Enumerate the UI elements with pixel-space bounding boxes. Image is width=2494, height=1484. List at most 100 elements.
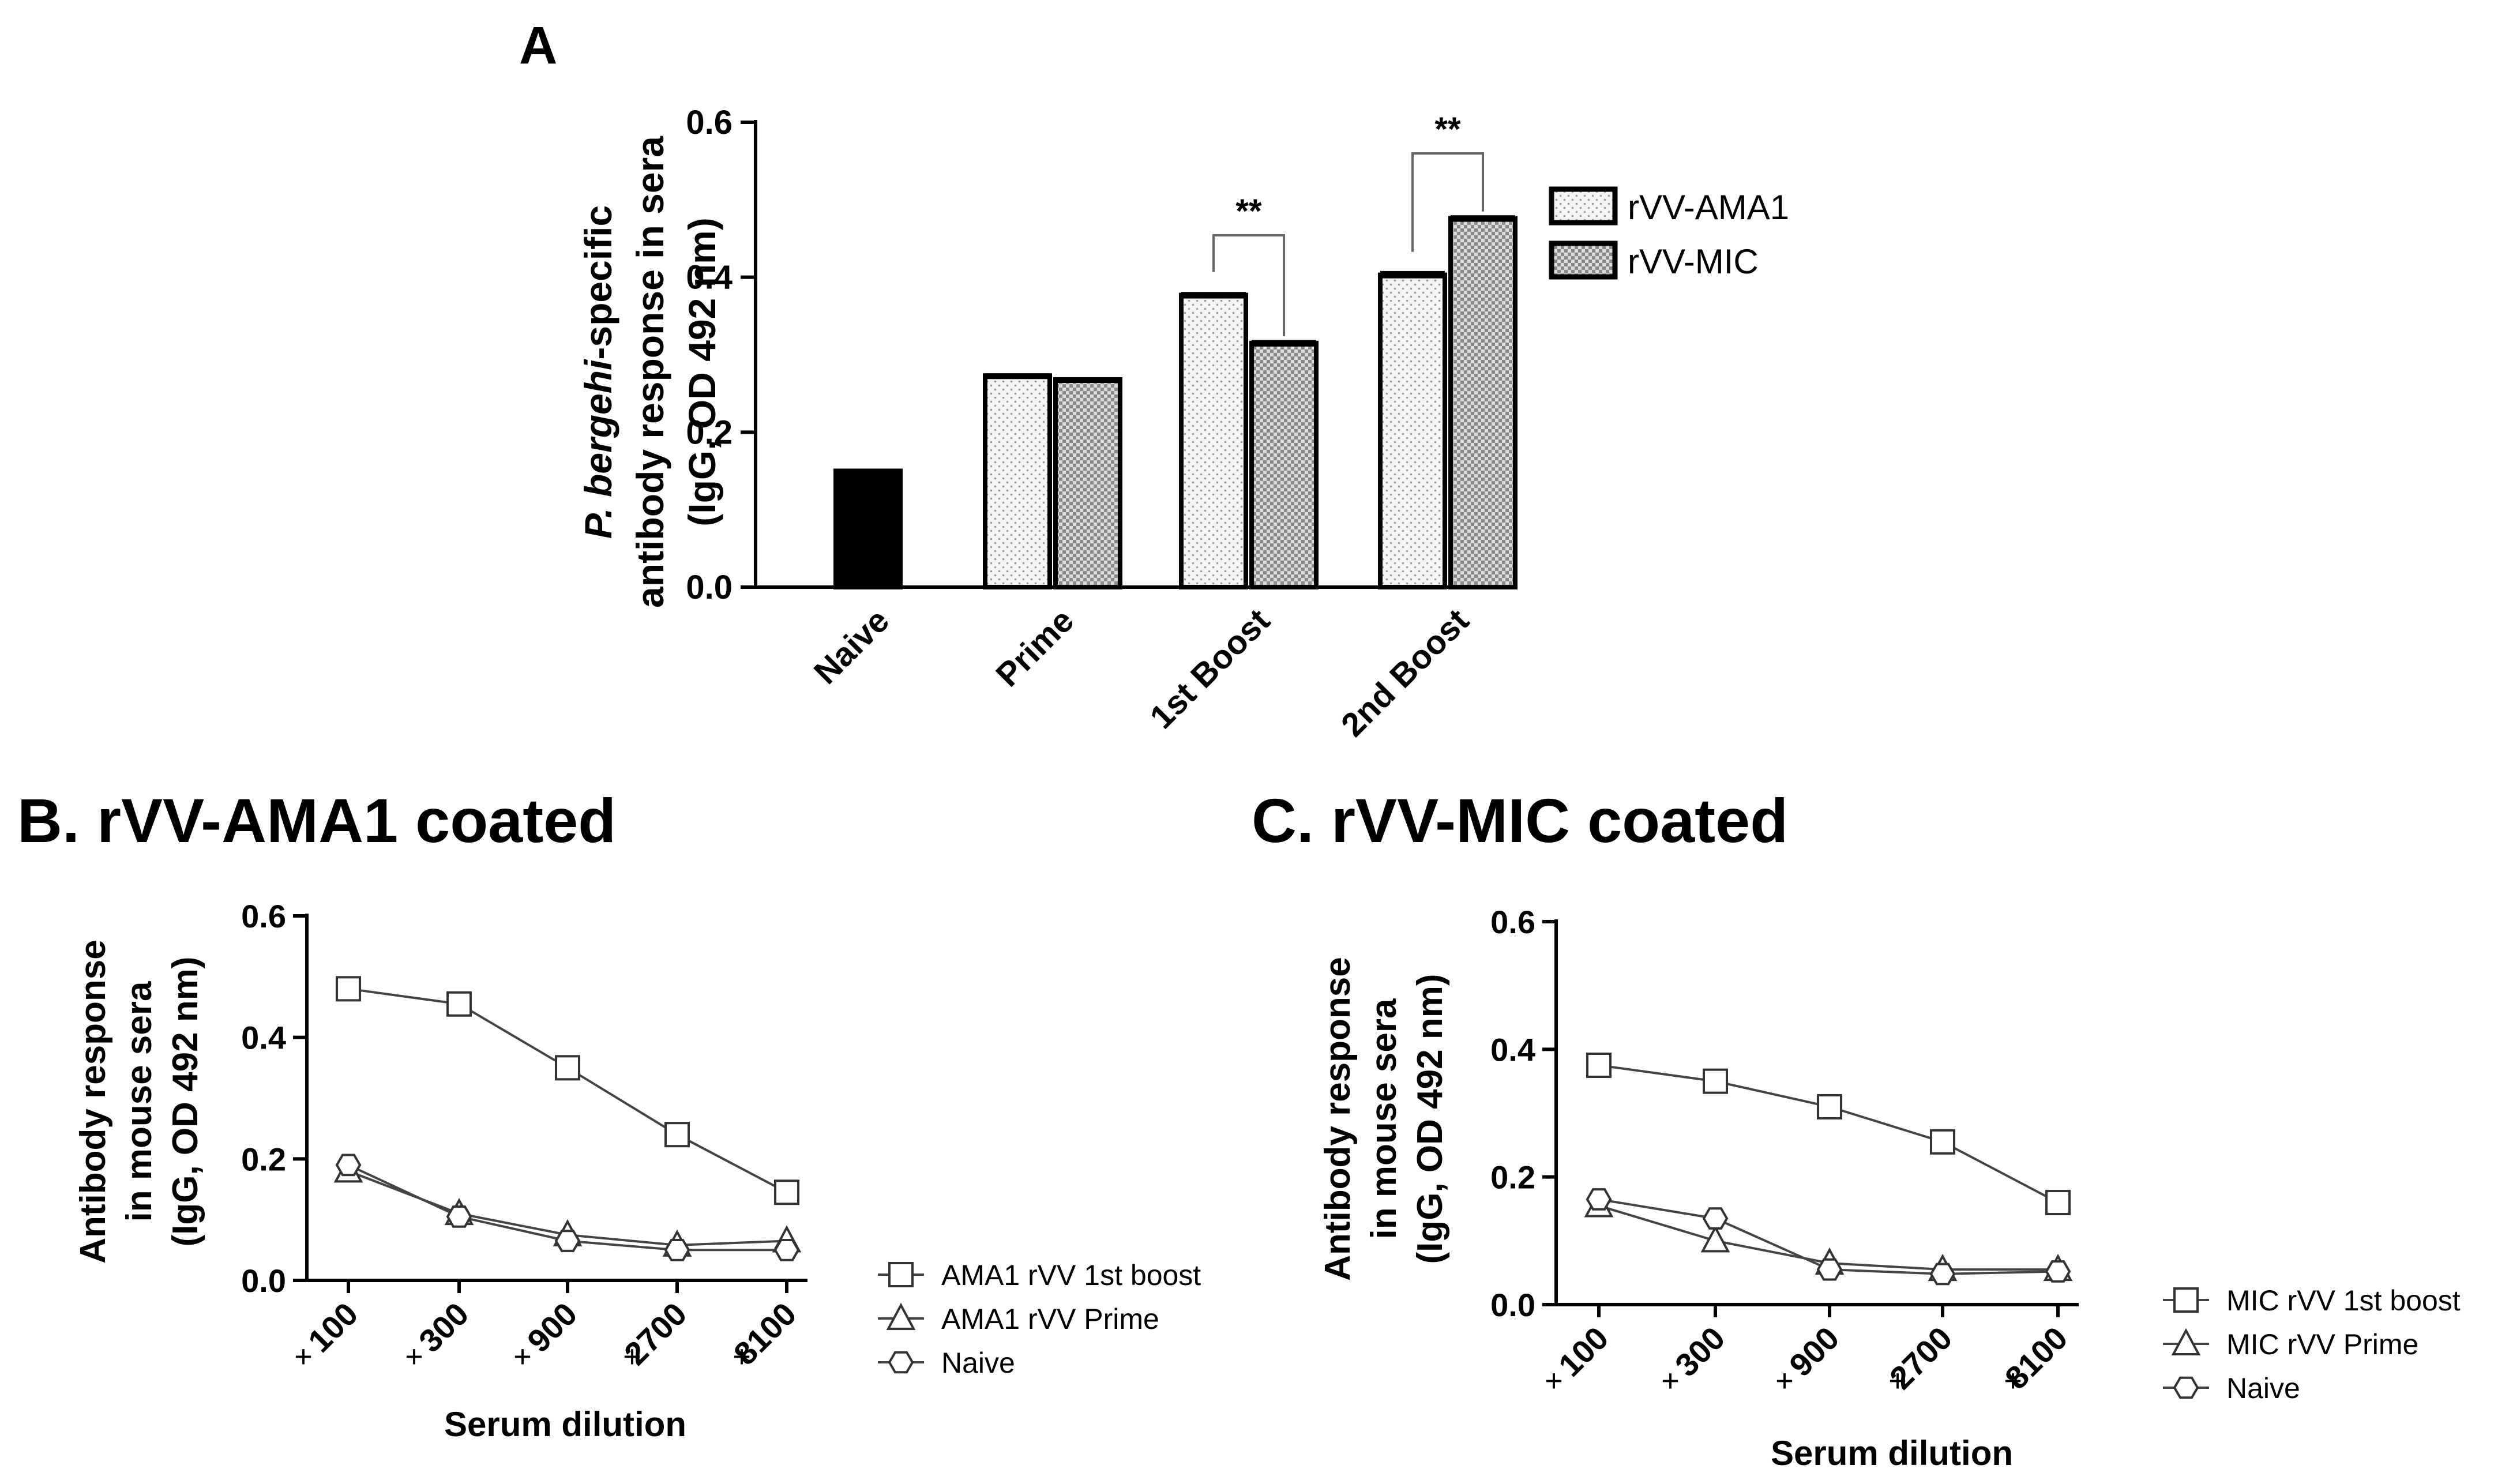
point-mic-rvv-1st-boost-900: [1817, 1094, 1842, 1119]
point-naive-2700: [1929, 1263, 1956, 1286]
panel-c-legend: MIC rVV 1st boost MIC rVV Prime Naive: [2163, 1284, 2461, 1404]
bar-rvv-ama1-2nd-boost: [1378, 272, 1447, 589]
panel-b-axes: [305, 914, 807, 1282]
panel-c-y-tick-label: 0.4: [1490, 1031, 1535, 1068]
panel-c-axes: [1554, 919, 2079, 1306]
legend-marker-mic-rvv-prime: [2171, 1328, 2201, 1355]
panel-c-ylabel-line3: (IgG, OD 492 nm): [1410, 974, 1450, 1264]
series-line-ama1-rvv-1st-boost: [348, 987, 787, 1194]
panel-b-y-ticks: 0.0 0.2 0.4 0.6: [241, 898, 307, 1299]
panel-a-ylabel-rest: -specific: [577, 205, 619, 360]
category-label-1st-boost: 1st Boost: [1143, 602, 1277, 736]
panel-a-significance: ** **: [1212, 111, 1484, 336]
error-bar-rvv-ama1-prime: [985, 373, 1050, 380]
panel-a-ylabel-line2: antibody response in sera: [629, 136, 671, 608]
panel-a: A P. bergehi-specific antibody response …: [519, 16, 1789, 744]
legend-label-rvv-ama1: rVV-AMA1: [1628, 188, 1789, 227]
panel-b-ylabel-line3: (IgG, OD 492 nm): [166, 957, 205, 1247]
legend-label-naive: Naive: [2226, 1372, 2300, 1404]
legend-swatch-rvv-ama1: [1549, 186, 1618, 226]
legend-marker-naive: [2173, 1376, 2199, 1399]
legend-label-ama1-rvv-prime: AMA1 rVV Prime: [941, 1303, 1159, 1335]
point-ama1-rvv-1st-boost-8100: [774, 1179, 799, 1205]
panel-b-x-tick-prefix: +: [623, 1339, 641, 1374]
legend-label-naive: Naive: [941, 1347, 1015, 1379]
panel-c-y-ticks: 0.0 0.2 0.4 0.6: [1490, 904, 1556, 1323]
series-line-mic-rvv-1st-boost: [1598, 1064, 2059, 1204]
panel-a-legend: rVV-AMA1 rVV-MIC: [1549, 186, 1789, 281]
point-naive-100: [1586, 1188, 1612, 1211]
point-mic-rvv-1st-boost-8100: [2045, 1189, 2071, 1215]
bar-rvv-mic-1st-boost: [1249, 340, 1319, 589]
bar-rvv-ama1-1st-boost: [1179, 292, 1248, 589]
point-naive-900: [1816, 1258, 1843, 1281]
panel-c-ylabel-line2: in mouse sera: [1364, 998, 1404, 1239]
point-naive-8100: [2045, 1260, 2071, 1283]
panel-c-y-tick-label: 0.2: [1490, 1159, 1535, 1196]
bar-rvv-mic-prime: [1053, 377, 1122, 590]
panel-b-x-tick-prefix: +: [294, 1339, 313, 1374]
point-naive-900: [554, 1230, 581, 1252]
panel-c-x-tick-prefix: +: [1545, 1363, 1563, 1398]
panel-a-ylabel-line1: P. bergehi-specific: [577, 205, 619, 539]
significance-marker-2nd-boost: **: [1434, 111, 1461, 148]
panel-b-title: B. rVV-AMA1 coated: [17, 786, 616, 855]
point-naive-300: [1702, 1207, 1729, 1230]
legend-label-mic-rvv-prime: MIC rVV Prime: [2226, 1328, 2418, 1361]
panel-b-legend: AMA1 rVV 1st boost AMA1 rVV Prime Naive: [878, 1259, 1201, 1379]
panel-a-category-labels: Naive Prime 1st Boost 2nd Boost: [807, 602, 1476, 743]
error-bar-rvv-mic-1st-boost: [1252, 340, 1316, 347]
panel-c-ylabel-line1: Antibody response: [1318, 957, 1358, 1281]
panel-c-y-tick-label: 0.6: [1490, 904, 1535, 940]
significance-bracket-1st-boost: [1212, 234, 1285, 336]
panel-b-series: [333, 976, 802, 1261]
panel-c-xlabel: Serum dilution: [1771, 1434, 2013, 1472]
point-naive-100: [335, 1154, 362, 1177]
legend-marker-naive: [888, 1351, 914, 1374]
error-bar-naive-naive: [836, 468, 900, 475]
panel-c-x-ticks: 100+ 300+ 900+ 2700+ 8100+: [1545, 1305, 2074, 1398]
point-naive-2700: [664, 1239, 690, 1261]
point-mic-rvv-1st-boost-100: [1586, 1053, 1612, 1078]
panel-a-y-ticks: 0.0 0.2 0.4 0.6: [686, 104, 756, 606]
bar-rvv-mic-2nd-boost: [1448, 216, 1518, 590]
point-naive-300: [446, 1205, 472, 1228]
point-mic-rvv-prime-300: [1700, 1225, 1730, 1253]
panel-c-x-tick-prefix: +: [1661, 1363, 1680, 1398]
panel-c-series: [1584, 1053, 2073, 1286]
panel-c-x-tick-prefix: +: [1888, 1363, 1907, 1398]
panel-c-x-tick-prefix: +: [1775, 1363, 1794, 1398]
panel-b-y-tick-label: 0.4: [241, 1020, 286, 1056]
panel-a-bars: [833, 215, 1518, 590]
panel-c: C. rVV-MIC coated Antibody response in m…: [1252, 786, 2461, 1472]
panel-b-x-tick-prefix: +: [405, 1339, 423, 1374]
category-label-2nd-boost: 2nd Boost: [1334, 602, 1476, 743]
significance-marker-1st-boost: **: [1235, 193, 1262, 230]
error-bar-rvv-mic-2nd-boost: [1451, 215, 1515, 222]
legend-marker-ama1-rvv-1st-boost: [888, 1262, 914, 1287]
significance-bracket-2nd-boost: [1411, 152, 1484, 252]
panel-a-y-tick-label: 0.2: [686, 414, 733, 451]
point-mic-rvv-1st-boost-2700: [1930, 1129, 1955, 1155]
category-label-naive: Naive: [807, 602, 896, 691]
panel-c-y-tick-label: 0.0: [1490, 1287, 1535, 1323]
panel-a-ylabel-line3: (IgG, OD 492 nm): [681, 217, 723, 526]
error-bar-rvv-ama1-1st-boost: [1181, 292, 1246, 299]
panel-b-x-tick-prefix: +: [513, 1339, 532, 1374]
panel-b-y-tick-label: 0.2: [241, 1141, 286, 1177]
point-ama1-rvv-1st-boost-900: [555, 1055, 580, 1081]
legend-marker-mic-rvv-1st-boost: [2173, 1287, 2199, 1313]
legend-label-rvv-mic: rVV-MIC: [1628, 242, 1759, 281]
panel-b-x-ticks: 100+ 300+ 900+ 2700+ 8100+: [294, 1280, 803, 1374]
panel-b-x-tick-prefix: +: [733, 1339, 751, 1374]
error-bar-rvv-ama1-2nd-boost: [1380, 270, 1445, 279]
point-ama1-rvv-1st-boost-300: [446, 991, 472, 1017]
panel-a-y-tick-label: 0.0: [686, 569, 733, 606]
error-bar-rvv-mic-prime: [1056, 377, 1120, 383]
point-mic-rvv-1st-boost-300: [1703, 1068, 1728, 1094]
legend-marker-ama1-rvv-prime: [886, 1302, 916, 1330]
panel-a-y-tick-label: 0.6: [686, 104, 733, 141]
point-ama1-rvv-1st-boost-2700: [664, 1122, 690, 1148]
